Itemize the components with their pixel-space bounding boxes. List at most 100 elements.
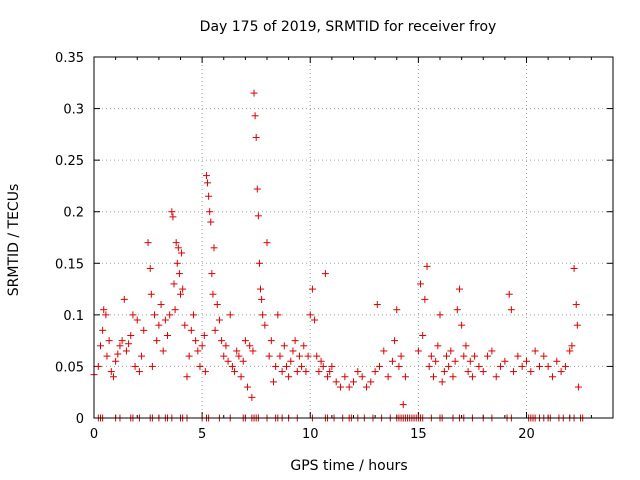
data-point	[453, 306, 461, 314]
data-point	[96, 342, 104, 350]
data-point	[380, 347, 388, 355]
data-point	[206, 208, 214, 216]
data-point	[317, 357, 325, 365]
data-point	[492, 373, 500, 381]
data-point	[414, 347, 422, 355]
data-point	[178, 249, 186, 257]
data-point	[345, 383, 353, 391]
data-point	[135, 368, 143, 376]
data-point	[249, 347, 257, 355]
data-point	[447, 347, 455, 355]
data-point	[455, 285, 463, 293]
data-point	[151, 311, 159, 319]
data-point	[153, 337, 161, 345]
plot-frame	[93, 56, 614, 419]
data-point	[425, 362, 433, 370]
data-point	[269, 378, 277, 386]
data-point	[187, 326, 195, 334]
data-point	[306, 311, 314, 319]
data-point	[105, 337, 113, 345]
data-point	[211, 326, 219, 334]
data-point	[166, 311, 174, 319]
data-point	[401, 373, 409, 381]
data-point	[172, 239, 180, 247]
data-point	[127, 331, 135, 339]
data-point	[102, 311, 110, 319]
data-point	[171, 306, 179, 314]
data-point	[246, 342, 254, 350]
data-point	[257, 285, 265, 293]
y-tick-label: 0.1	[63, 309, 84, 324]
data-point	[100, 306, 108, 314]
data-point	[287, 357, 295, 365]
data-point	[548, 373, 556, 381]
data-point	[222, 342, 230, 350]
data-point	[430, 373, 438, 381]
data-point	[350, 378, 357, 386]
y-tick-label: 0.15	[55, 257, 84, 272]
data-point	[133, 316, 141, 324]
data-point	[315, 368, 323, 376]
data-point	[276, 352, 284, 360]
data-point	[313, 352, 321, 360]
data-point	[248, 393, 256, 401]
x-tick-label: 5	[198, 427, 206, 442]
data-point	[367, 378, 375, 386]
data-point	[358, 373, 366, 381]
data-point	[208, 270, 216, 278]
data-point	[112, 357, 120, 365]
data-point	[308, 285, 316, 293]
data-point	[553, 357, 561, 365]
data-point	[328, 362, 336, 370]
data-point	[144, 239, 152, 247]
data-point	[285, 373, 293, 381]
data-point	[185, 352, 193, 360]
x-tick-label: 0	[90, 427, 98, 442]
data-point	[557, 368, 565, 376]
data-point	[179, 285, 187, 293]
data-point	[302, 368, 310, 376]
data-point	[177, 290, 184, 298]
data-point	[164, 331, 172, 339]
data-point	[99, 326, 107, 334]
data-point	[311, 316, 319, 324]
data-point	[321, 270, 329, 278]
data-point	[168, 208, 176, 216]
data-point	[202, 172, 210, 180]
data-point	[531, 347, 539, 355]
data-point	[324, 373, 332, 381]
data-point	[138, 352, 146, 360]
data-point	[224, 357, 232, 365]
data-point	[484, 352, 492, 360]
data-point	[278, 368, 286, 376]
data-point	[241, 337, 249, 345]
data-point	[215, 316, 223, 324]
data-point	[173, 259, 181, 267]
x-tick-label: 20	[518, 427, 535, 442]
data-point	[505, 290, 513, 298]
data-point	[326, 368, 334, 376]
data-point	[210, 244, 218, 252]
data-point	[527, 368, 535, 376]
data-point	[440, 368, 448, 376]
data-point	[204, 179, 212, 187]
data-point	[261, 321, 269, 329]
data-point	[189, 311, 197, 319]
data-point	[107, 368, 115, 376]
data-point	[488, 347, 496, 355]
data-point	[445, 362, 453, 370]
data-point	[419, 331, 427, 339]
data-point	[432, 357, 440, 365]
data-point	[570, 264, 578, 272]
data-point	[395, 362, 403, 370]
data-point	[341, 373, 349, 381]
data-point	[298, 362, 306, 370]
data-point	[280, 342, 288, 350]
x-tick-label: 15	[410, 427, 427, 442]
data-point	[155, 321, 163, 329]
data-point	[169, 213, 177, 221]
y-tick-label: 0.25	[55, 154, 84, 169]
data-point	[535, 362, 543, 370]
x-axis-label: GPS time / hours	[290, 458, 407, 474]
data-point	[479, 368, 487, 376]
